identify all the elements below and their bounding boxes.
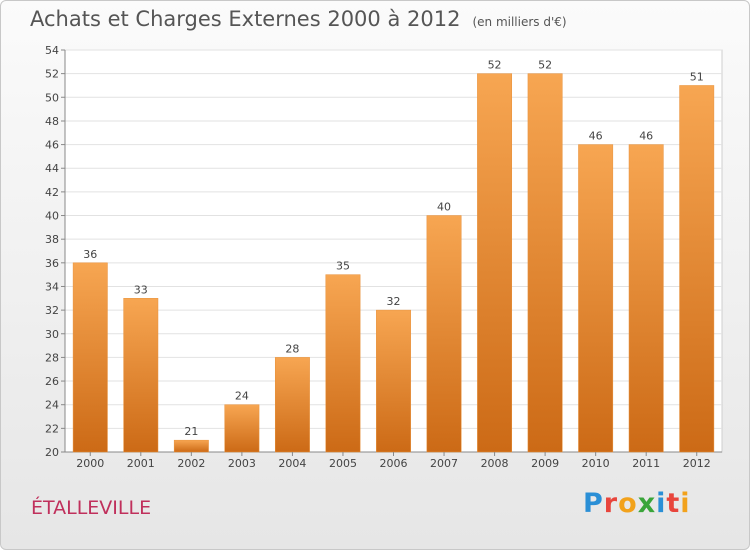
logo-letter: i	[680, 488, 691, 519]
y-tick-label: 52	[45, 68, 59, 81]
logo-letter: r	[603, 488, 619, 519]
y-tick-label: 26	[45, 375, 59, 388]
bar	[325, 274, 361, 453]
data-label: 46	[639, 130, 653, 143]
bar	[527, 73, 563, 453]
bar	[477, 73, 513, 453]
bar	[376, 309, 411, 453]
x-tick-label: 2009	[531, 457, 559, 470]
chart-title: Achats et Charges Externes 2000 à 2012 (e…	[30, 7, 567, 31]
x-tick-label: 2003	[228, 457, 256, 470]
bar	[72, 262, 108, 453]
logo-letter: x	[637, 488, 657, 519]
x-tick-label: 2007	[430, 457, 458, 470]
x-tick-label: 2000	[76, 457, 104, 470]
chart-title-text: Achats et Charges Externes 2000 à 2012	[30, 7, 461, 31]
logo-letter: P	[583, 488, 604, 519]
bar	[628, 144, 664, 453]
x-tick-label: 2011	[632, 457, 660, 470]
x-tick-label: 2001	[127, 457, 155, 470]
bar	[173, 439, 209, 453]
y-tick-label: 40	[45, 210, 59, 223]
y-tick-label: 38	[45, 233, 59, 246]
x-tick-label: 2004	[278, 457, 306, 470]
bar	[123, 298, 159, 453]
bar	[679, 85, 715, 453]
logo-letter: t	[666, 488, 681, 519]
logo-letter: o	[618, 488, 638, 519]
y-tick-label: 32	[45, 304, 59, 317]
bar	[426, 215, 462, 453]
x-tick-label: 2005	[329, 457, 357, 470]
chart-subtitle: (en milliers d'€)	[472, 15, 567, 29]
data-label: 28	[285, 342, 299, 355]
data-label: 46	[589, 130, 603, 143]
data-label: 33	[134, 283, 148, 296]
x-tick-label: 2012	[683, 457, 711, 470]
y-tick-label: 54	[45, 44, 59, 57]
data-label: 52	[538, 59, 552, 72]
x-tick-label: 2010	[582, 457, 610, 470]
y-tick-label: 24	[45, 399, 59, 412]
data-label: 36	[83, 248, 97, 261]
y-tick-label: 44	[45, 162, 59, 175]
data-label: 24	[235, 390, 249, 403]
data-label: 52	[488, 59, 502, 72]
data-label: 21	[184, 425, 198, 438]
data-label: 32	[387, 295, 401, 308]
y-tick-label: 42	[45, 186, 59, 199]
data-label: 35	[336, 260, 350, 273]
x-tick-label: 2008	[481, 457, 509, 470]
y-tick-label: 46	[45, 139, 59, 152]
y-tick-label: 28	[45, 351, 59, 364]
data-label: 51	[690, 70, 704, 83]
bar	[224, 404, 260, 453]
y-tick-label: 50	[45, 91, 59, 104]
y-tick-label: 34	[45, 280, 59, 293]
x-tick-label: 2006	[380, 457, 408, 470]
y-tick-label: 36	[45, 257, 59, 270]
y-tick-label: 30	[45, 328, 59, 341]
bar	[578, 144, 614, 453]
x-tick-label: 2002	[177, 457, 205, 470]
y-tick-label: 22	[45, 422, 59, 435]
city-name: ÉTALLEVILLE	[31, 497, 152, 519]
proxiti-logo: Proxiti	[583, 488, 691, 519]
data-label: 40	[437, 201, 451, 214]
bar	[274, 357, 310, 453]
logo-letter: i	[656, 488, 667, 519]
y-tick-label: 48	[45, 115, 59, 128]
y-tick-label: 20	[45, 446, 59, 459]
